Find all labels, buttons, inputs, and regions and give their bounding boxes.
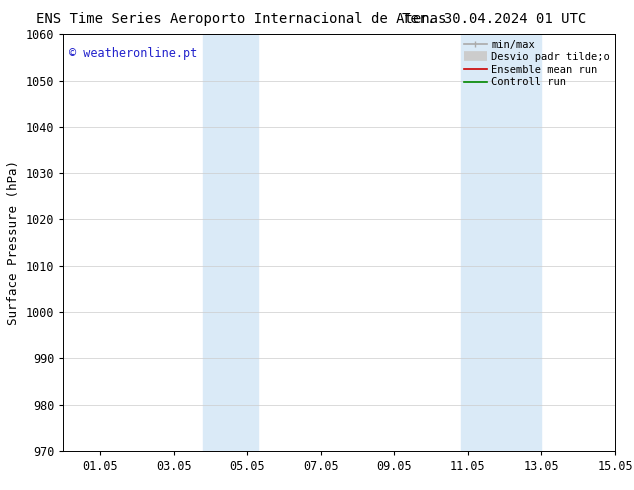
Bar xyxy=(203,34,258,451)
Text: © weatheronline.pt: © weatheronline.pt xyxy=(69,47,197,60)
Bar xyxy=(460,34,541,451)
Text: ENS Time Series Aeroporto Internacional de Atenas: ENS Time Series Aeroporto Internacional … xyxy=(36,12,446,26)
Text: Ter. 30.04.2024 01 UTC: Ter. 30.04.2024 01 UTC xyxy=(403,12,586,26)
Legend: min/max, Desvio padr tilde;o, Ensemble mean run, Controll run: min/max, Desvio padr tilde;o, Ensemble m… xyxy=(462,37,612,89)
Y-axis label: Surface Pressure (hPa): Surface Pressure (hPa) xyxy=(8,160,20,325)
